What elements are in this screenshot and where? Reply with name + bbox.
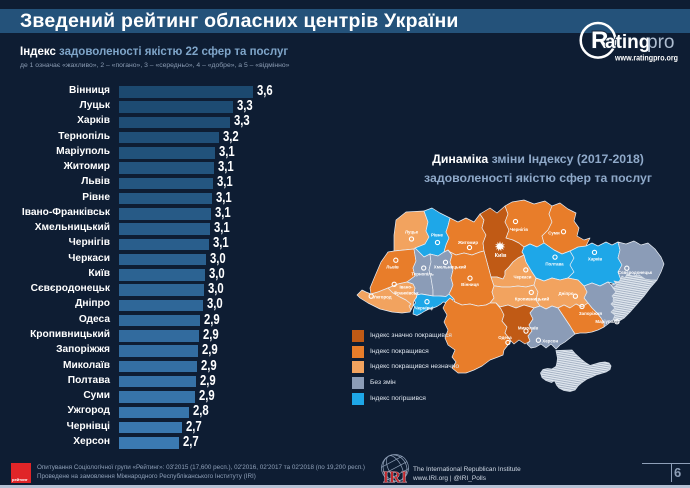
svg-text:Хмельницький: Хмельницький bbox=[434, 265, 467, 270]
svg-text:Чернігів: Чернігів bbox=[510, 227, 528, 232]
svg-text:R: R bbox=[591, 27, 608, 54]
svg-text:Миколаїв: Миколаїв bbox=[518, 325, 539, 330]
svg-text:Івано-: Івано- bbox=[399, 284, 413, 289]
svg-text:ating: ating bbox=[605, 32, 650, 53]
svg-text:Рівне: Рівне bbox=[431, 233, 443, 238]
svg-text:Луцьк: Луцьк bbox=[405, 229, 419, 234]
svg-text:pro: pro bbox=[647, 32, 674, 53]
svg-text:Одеса: Одеса bbox=[498, 335, 512, 340]
svg-text:Сєвєродонецьк: Сєвєродонецьк bbox=[618, 270, 653, 275]
svg-text:Чернівці: Чернівці bbox=[415, 305, 434, 310]
svg-text:Харків: Харків bbox=[588, 257, 602, 262]
svg-text:Київ: Київ bbox=[495, 253, 507, 259]
svg-text:Кропивницький: Кропивницький bbox=[515, 297, 550, 302]
svg-text:www.ratingpro.org: www.ratingpro.org bbox=[614, 53, 678, 63]
svg-text:Черкаси: Черкаси bbox=[514, 275, 532, 280]
svg-text:Херсон: Херсон bbox=[542, 338, 558, 343]
svg-text:Полтава: Полтава bbox=[545, 261, 564, 266]
svg-text:Франківськ: Франківськ bbox=[394, 290, 420, 295]
svg-text:IRI: IRI bbox=[383, 468, 408, 487]
svg-text:Житомир: Житомир bbox=[457, 240, 478, 245]
svg-text:Запоріжжя: Запоріжжя bbox=[579, 311, 603, 316]
svg-text:Суми: Суми bbox=[548, 230, 560, 235]
svg-text:Львів: Львів bbox=[386, 265, 399, 270]
svg-text:Тернопіль: Тернопіль bbox=[411, 272, 434, 277]
svg-text:Вінниця: Вінниця bbox=[461, 282, 479, 287]
svg-text:Маріуполь: Маріуполь bbox=[595, 319, 619, 324]
svg-text:Ужгород: Ужгород bbox=[373, 295, 392, 300]
svg-text:Дніпро: Дніпро bbox=[558, 291, 573, 296]
